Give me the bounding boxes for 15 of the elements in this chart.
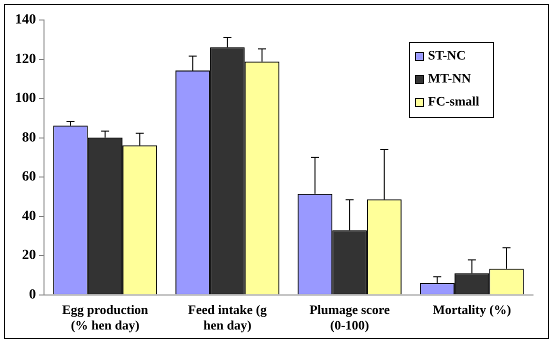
legend-label: FC-small — [428, 93, 480, 108]
y-tick-label: 0 — [29, 287, 36, 302]
y-tick-label: 120 — [15, 52, 36, 67]
y-tick-label: 140 — [15, 12, 36, 28]
x-tick-label: Plumage score (0-100) — [309, 302, 390, 333]
y-tick-label: 20 — [22, 248, 36, 264]
x-tick-label: Feed intake (g hen day) — [188, 302, 268, 333]
x-tick-label: Egg production (% hen day) — [62, 302, 149, 333]
legend-label: ST-NC — [428, 47, 466, 62]
x-tick-label: Mortality (%) — [432, 302, 512, 317]
legend-label: MT-NN — [428, 70, 472, 86]
y-tick-label: 40 — [22, 208, 36, 224]
y-tick-label: 100 — [15, 91, 36, 106]
y-tick-label: 60 — [22, 170, 36, 185]
y-tick-label: 80 — [22, 130, 36, 146]
